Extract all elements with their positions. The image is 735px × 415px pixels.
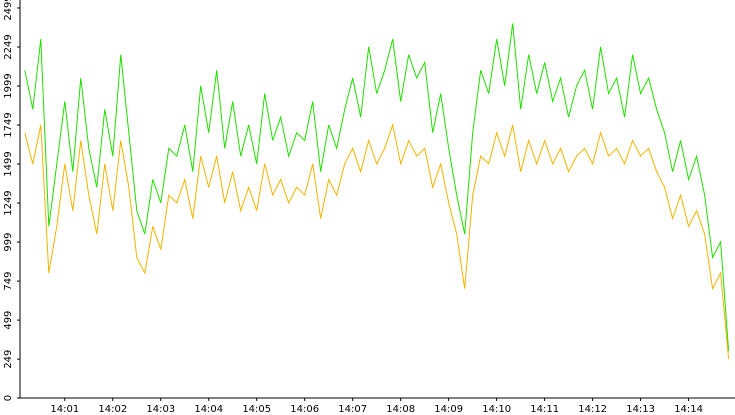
x-tick-label: 14:08 [386, 404, 415, 415]
x-tick-label: 14:14 [674, 404, 703, 415]
x-tick-label: 14:13 [626, 404, 655, 415]
y-tick-label: 999 [3, 233, 14, 252]
x-tick-label: 14:06 [290, 404, 319, 415]
x-tick-label: 14:07 [338, 404, 367, 415]
x-tick-label: 14:05 [242, 404, 271, 415]
y-tick-label: 1749 [3, 112, 14, 137]
x-tick-label: 14:02 [98, 404, 127, 415]
y-tick-label: 249 [3, 350, 14, 369]
y-tick-label: 0 [3, 395, 14, 401]
x-tick-label: 14:09 [434, 404, 463, 415]
x-tick-label: 14:04 [194, 404, 223, 415]
x-tick-label: 14:11 [530, 404, 559, 415]
x-tick-label: 14:01 [50, 404, 79, 415]
y-tick-label: 1999 [3, 73, 14, 98]
y-tick-label: 749 [3, 272, 14, 291]
y-tick-label: 1249 [3, 190, 14, 215]
x-tick-label: 14:12 [578, 404, 607, 415]
series-line [24, 23, 730, 352]
y-tick-label: 2249 [3, 34, 14, 59]
y-tick-label: 499 [3, 311, 14, 330]
x-tick-label: 14:03 [146, 404, 175, 415]
series-line [24, 123, 730, 360]
y-tick-label: 1499 [3, 151, 14, 176]
y-tick-label: 2499 [3, 0, 14, 21]
x-tick-label: 14:10 [482, 404, 511, 415]
